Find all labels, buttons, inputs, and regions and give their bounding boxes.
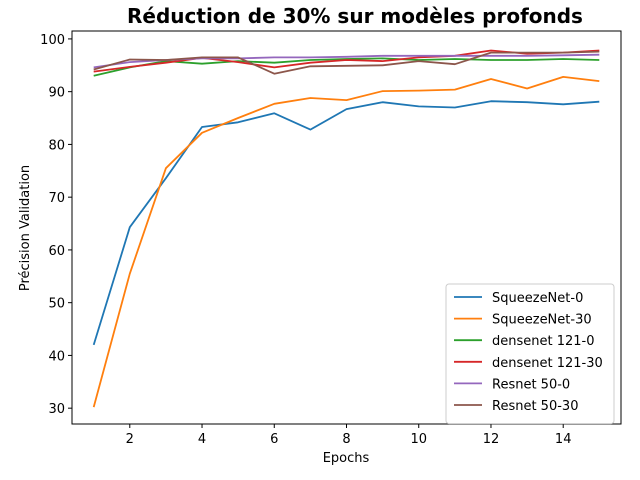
y-tick-label: 70	[48, 191, 65, 206]
legend-label: Resnet 50-30	[492, 399, 578, 414]
legend-box	[445, 283, 615, 425]
legend-label: densenet 121-0	[492, 334, 595, 349]
x-axis-label: Epochs	[323, 451, 370, 466]
x-axis-ticks: 2 4 6 8 10 12 14	[126, 424, 572, 447]
x-tick-label: 2	[126, 432, 134, 447]
series-line-2	[93, 57, 600, 77]
y-tick-label: 100	[40, 33, 65, 48]
x-tick-label: 6	[270, 432, 278, 447]
series-lines	[92, 49, 600, 408]
y-axis-ticks: 30 40 50 60 70 80 90 100	[40, 33, 72, 417]
x-tick-label: 4	[198, 432, 206, 447]
legend-label: SqueezeNet-0	[492, 291, 583, 306]
y-axis-label: Précision Validation	[18, 165, 33, 291]
legend-label: densenet 121-30	[492, 356, 603, 371]
y-tick-label: 50	[48, 297, 65, 312]
legend-label: Resnet 50-0	[492, 377, 570, 392]
x-tick-label: 14	[555, 432, 572, 447]
series-line-1	[92, 76, 600, 408]
series-line-5	[93, 50, 600, 75]
y-tick-label: 40	[48, 349, 65, 364]
legend-label: SqueezeNet-30	[492, 313, 592, 328]
x-tick-label: 8	[342, 432, 350, 447]
legend: SqueezeNet-0 SqueezeNet-30 densenet 121-0 d…	[445, 283, 615, 425]
x-tick-label: 12	[483, 432, 500, 447]
x-tick-label: 10	[410, 432, 427, 447]
y-tick-label: 60	[48, 244, 65, 259]
series-line-0	[92, 100, 600, 346]
y-tick-label: 30	[48, 402, 65, 417]
y-tick-label: 90	[48, 86, 65, 101]
chart-title: Réduction de 30% sur modèles profonds	[127, 4, 583, 28]
y-tick-label: 80	[48, 138, 65, 153]
